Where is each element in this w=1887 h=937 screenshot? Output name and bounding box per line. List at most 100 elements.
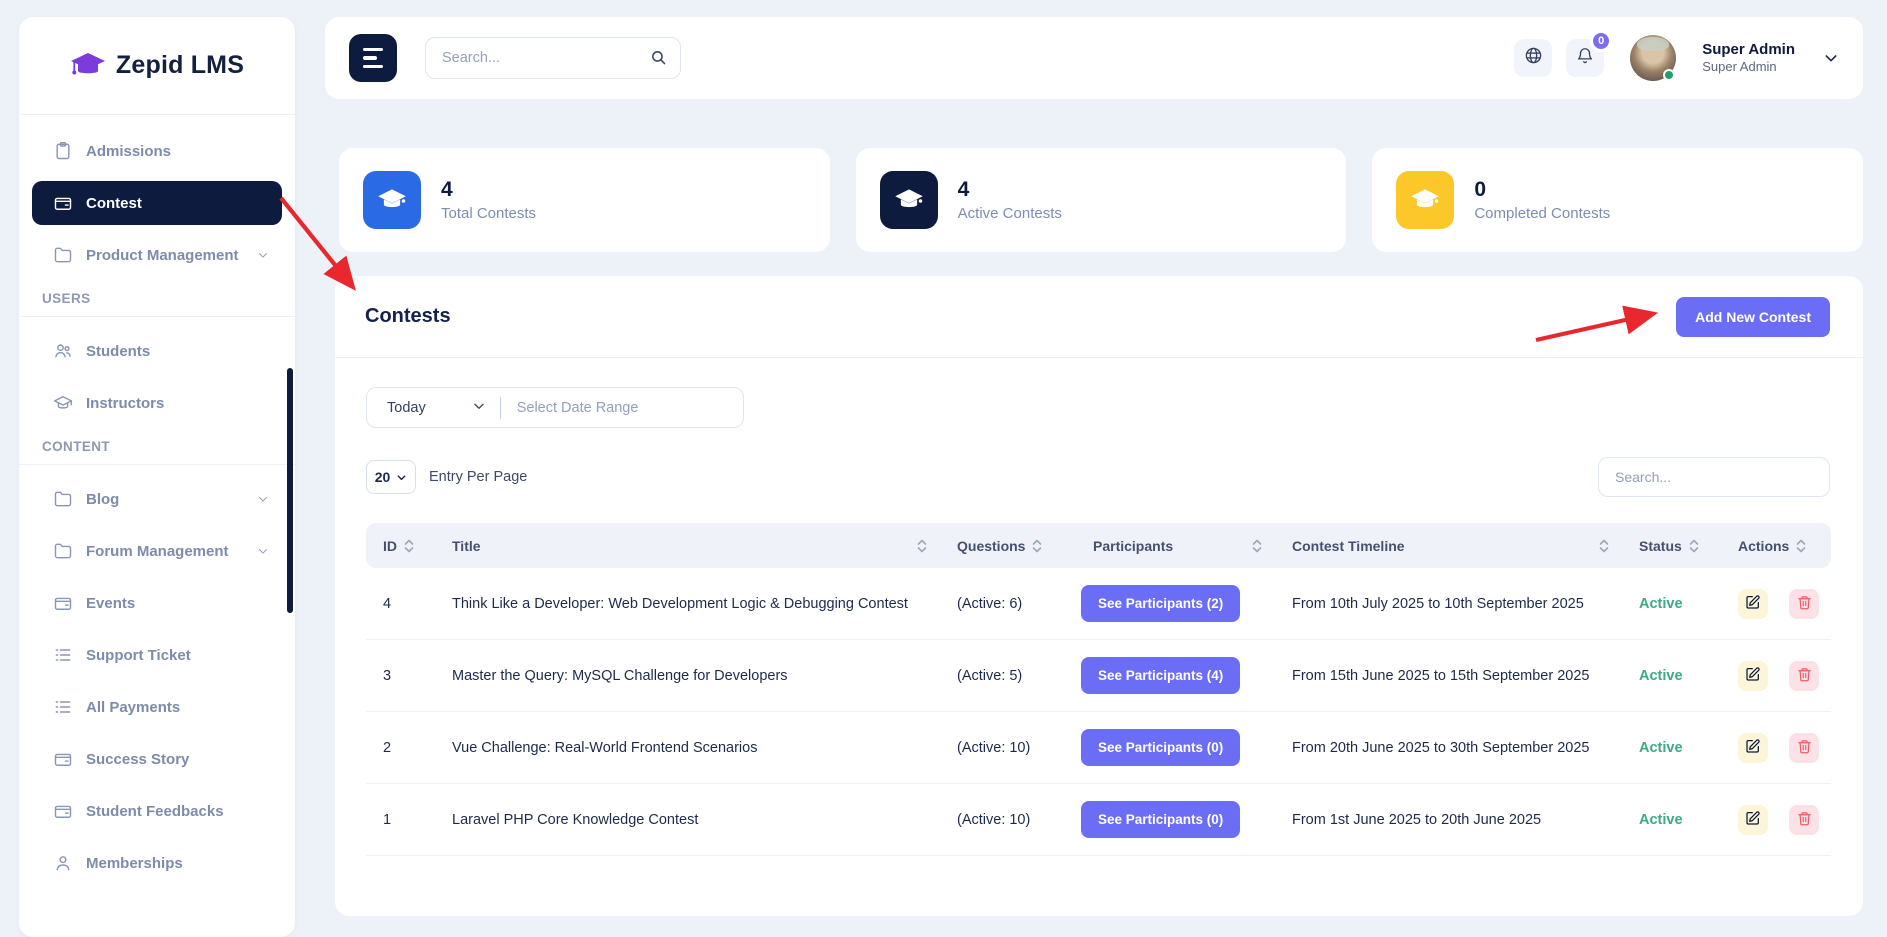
column-label: Participants [1093,537,1174,554]
sidebar-item-all-payments[interactable]: All Payments [32,685,282,729]
page-title: Contests [365,305,451,327]
period-select[interactable]: Today [367,399,500,417]
see-participants-button[interactable]: See Participants (2) [1081,585,1241,622]
graduation-cap-icon [53,393,73,413]
sidebar-item-admissions[interactable]: Admissions [32,129,282,173]
column-label: ID [383,537,397,554]
add-new-contest-button[interactable]: Add New Contest [1676,296,1830,337]
table-header-row: ID Title Questions Participants Contest … [366,523,1831,568]
sidebar-item-memberships[interactable]: Memberships [32,841,282,885]
column-header-participants[interactable]: Participants [1081,538,1292,554]
delete-button[interactable] [1789,588,1819,619]
sort-icon[interactable] [1032,538,1042,554]
sidebar-item-students[interactable]: Students [32,329,282,373]
column-label: Title [452,537,481,554]
delete-button[interactable] [1789,804,1819,835]
sidebar-item-label: Blog [86,490,120,508]
edit-button[interactable] [1738,732,1768,763]
chevron-down-icon[interactable] [1823,50,1839,66]
user-menu[interactable]: Super Admin Super Admin [1702,41,1795,76]
list-icon [53,697,73,717]
delete-button[interactable] [1789,732,1819,763]
sidebar-section-label: USERS [42,291,91,306]
global-search [425,37,681,79]
globe-icon [1524,46,1543,70]
sidebar-item-product-management[interactable]: Product Management [32,233,282,277]
trash-icon [1797,811,1812,829]
column-header-id[interactable]: ID [366,538,452,554]
period-value: Today [387,399,426,416]
graduation-cap-logo-icon [70,52,105,74]
edit-icon [1745,666,1761,685]
edit-button[interactable] [1738,588,1768,619]
column-label: Contest Timeline [1292,537,1405,554]
stat-card-total-contests: 4 Total Contests [339,148,830,252]
see-participants-button[interactable]: See Participants (4) [1081,657,1241,694]
folder-icon [53,489,73,509]
cell-questions: (Active: 10) [957,739,1031,756]
cell-timeline: From 10th July 2025 to 10th September 20… [1292,595,1584,612]
stat-label: Total Contests [441,205,537,222]
sidebar-item-label: Admissions [86,142,172,160]
online-status-dot [1663,69,1676,81]
sidebar-item-contest[interactable]: Contest [32,181,282,225]
column-header-title[interactable]: Title [452,538,957,554]
language-button[interactable] [1514,39,1553,77]
topbar: 0 Super Admin Super Admin [325,17,1863,99]
sort-icon[interactable] [1796,538,1806,554]
folder-icon [53,541,73,561]
user-name: Super Admin [1702,40,1795,58]
sidebar-item-label: All Payments [86,698,181,716]
sidebar-item-instructors[interactable]: Instructors [32,381,282,425]
sidebar-item-blog[interactable]: Blog [32,477,282,521]
divider [499,396,501,419]
status-badge: Active [1639,811,1683,828]
sidebar-item-student-feedbacks[interactable]: Student Feedbacks [32,789,282,833]
edit-button[interactable] [1738,660,1768,691]
column-header-contest-timeline[interactable]: Contest Timeline [1292,538,1639,554]
sidebar-item-success-story[interactable]: Success Story [32,737,282,781]
sidebar-scrollbar[interactable] [287,368,293,613]
date-filter: Today Select Date Range [366,387,744,428]
sort-icon[interactable] [1689,538,1699,554]
stat-label: Completed Contests [1474,205,1611,222]
table-row: 1 Laravel PHP Core Knowledge Contest (Ac… [366,784,1831,856]
user-role: Super Admin [1702,59,1777,75]
notifications-button[interactable]: 0 [1566,30,1613,77]
column-header-actions[interactable]: Actions [1738,538,1831,554]
trash-icon [1797,667,1812,685]
stat-card-completed-contests: 0 Completed Contests [1372,148,1864,252]
sidebar-item-label: Memberships [86,854,183,872]
list-icon [53,645,73,665]
wallet-icon [53,593,73,613]
sort-icon[interactable] [917,538,927,554]
column-header-questions[interactable]: Questions [957,538,1081,554]
contests-card: Contests Add New Contest Today Select Da… [335,276,1863,916]
sort-icon[interactable] [1252,538,1262,554]
cell-title: Master the Query: MySQL Challenge for De… [452,667,788,684]
table-search-input[interactable] [1598,457,1830,497]
see-participants-button[interactable]: See Participants (0) [1081,801,1241,838]
sidebar-section-label: CONTENT [42,439,111,454]
sort-icon[interactable] [404,538,414,554]
see-participants-button[interactable]: See Participants (0) [1081,729,1241,766]
bell-icon [1576,46,1594,70]
cell-id: 2 [383,739,392,756]
sort-icon[interactable] [1599,538,1609,554]
sidebar-item-label: Student Feedbacks [86,802,224,820]
entries-per-page-select[interactable]: 20 [366,460,416,494]
sidebar-item-events[interactable]: Events [32,581,282,625]
cell-id: 1 [383,811,392,828]
sidebar-item-support-ticket[interactable]: Support Ticket [32,633,282,677]
user-avatar[interactable] [1630,35,1677,81]
delete-button[interactable] [1789,660,1819,691]
column-header-status[interactable]: Status [1639,538,1738,554]
chevron-down-icon [397,474,406,480]
app-logo[interactable]: Zepid LMS [19,17,295,115]
sidebar-item-forum-management[interactable]: Forum Management [32,529,282,573]
global-search-input[interactable] [425,37,681,79]
edit-button[interactable] [1738,804,1768,835]
menu-toggle-button[interactable] [349,34,397,82]
date-range-input[interactable]: Select Date Range [516,399,639,416]
entries-per-page-label: Entry Per Page [429,469,528,485]
